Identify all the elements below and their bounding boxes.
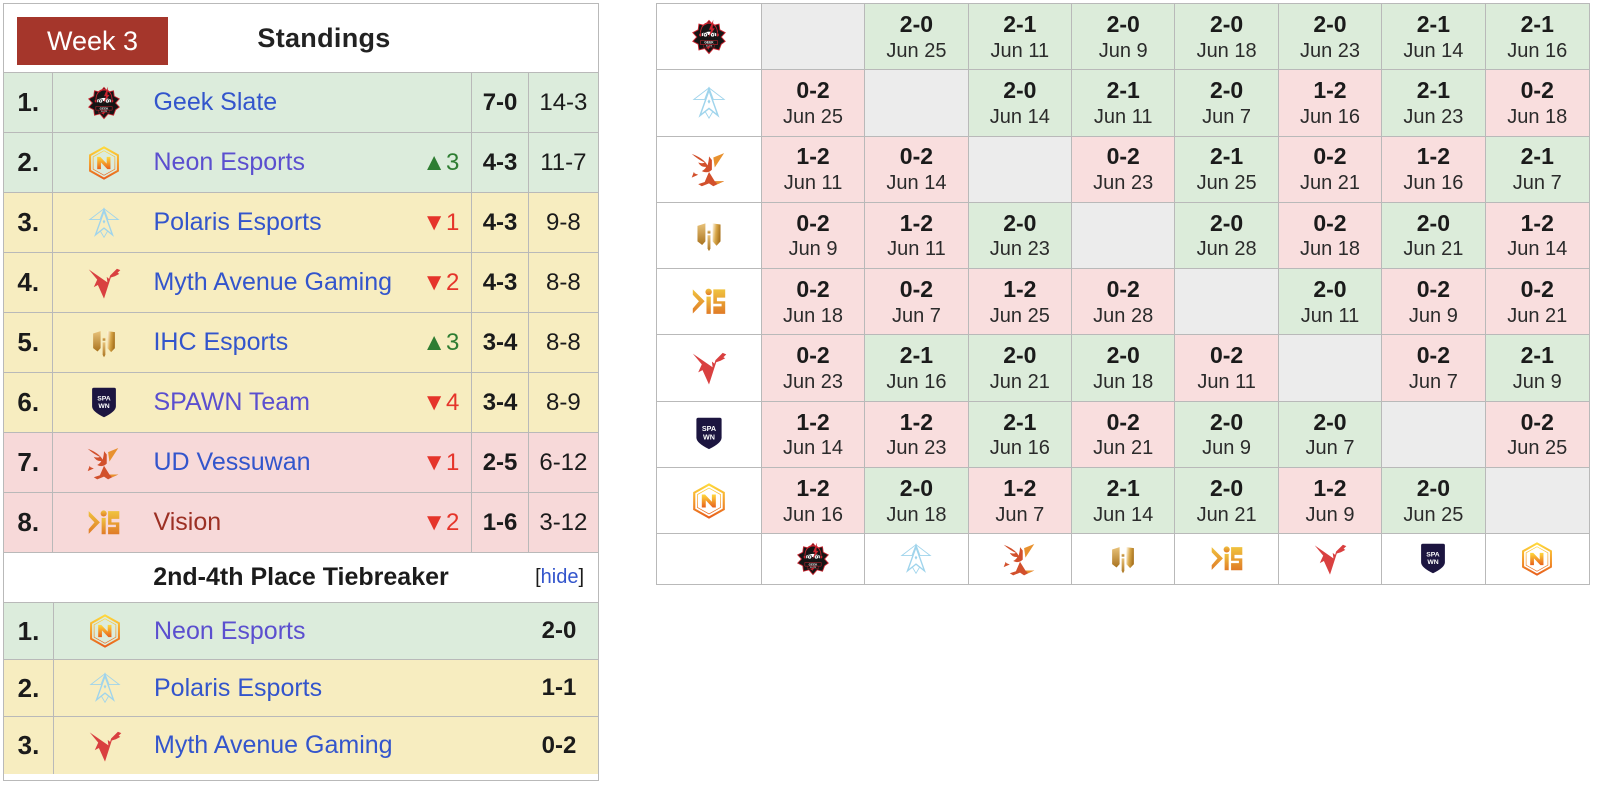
- svg-text:SPA: SPA: [702, 425, 716, 434]
- svg-text:WN: WN: [99, 403, 110, 410]
- svg-text:WN: WN: [703, 433, 715, 442]
- svg-text:SPA: SPA: [1427, 552, 1441, 559]
- svg-text:SPA: SPA: [98, 395, 112, 402]
- svg-text:GEEK: GEEK: [809, 563, 818, 567]
- svg-text:GEEK: GEEK: [704, 40, 714, 44]
- svg-text:WN: WN: [1428, 559, 1439, 566]
- svg-text:GEEK: GEEK: [100, 106, 109, 110]
